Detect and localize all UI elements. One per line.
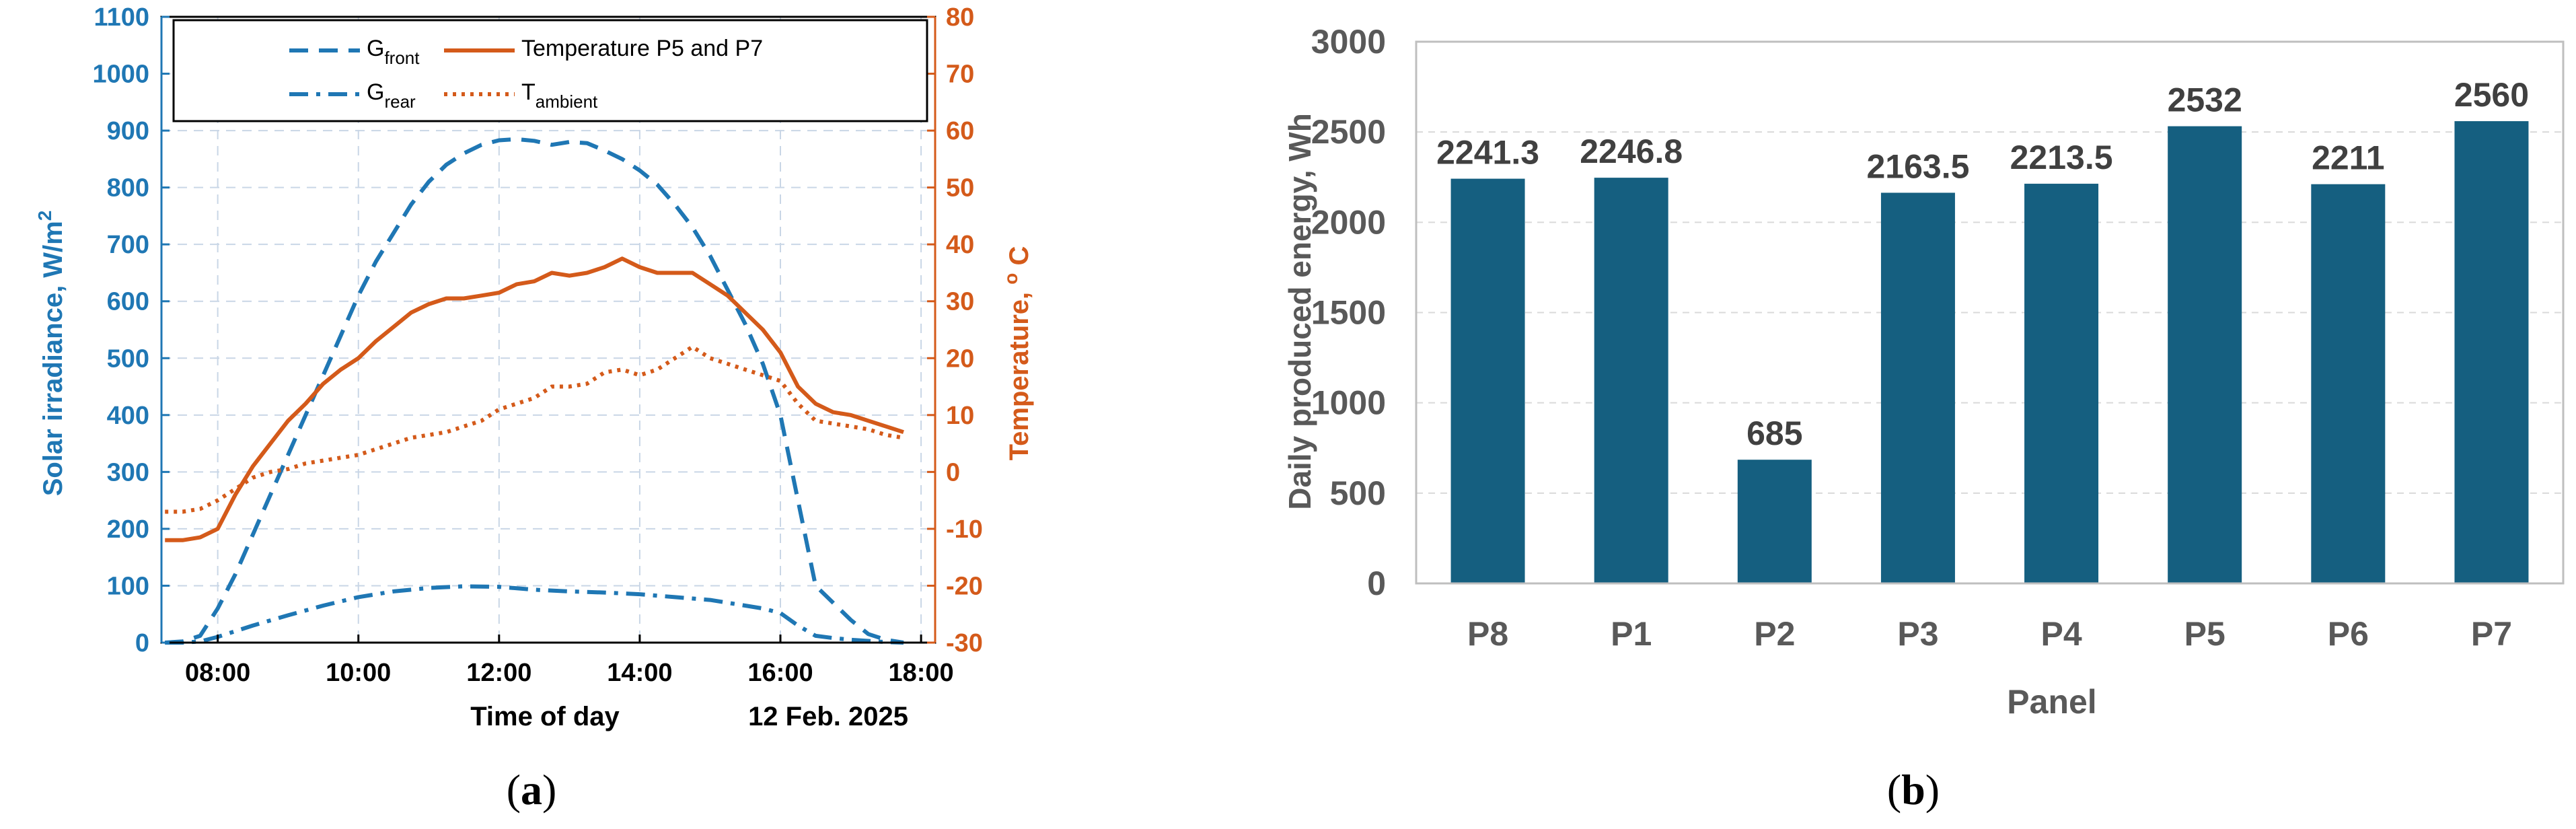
y-right-tick-label: 10 <box>946 402 974 430</box>
chart-b-x-title: Panel <box>2007 683 2096 721</box>
y-right-tick-label: -20 <box>946 572 983 600</box>
bar-value-label: 685 <box>1746 414 1802 452</box>
y-tick-label: 0 <box>135 629 149 657</box>
x-category-label: P7 <box>2471 615 2512 653</box>
bar-p2 <box>1737 460 1812 583</box>
y-tick-label: 700 <box>107 231 149 259</box>
bar-value-label: 2241.3 <box>1436 134 1539 172</box>
legend-label-g-rear: Grear <box>367 79 416 112</box>
bar-p7 <box>2454 121 2529 584</box>
y-right-tick-label: 20 <box>946 345 974 373</box>
chart-a-legend: Gfront Temperature P5 and P7 Grear Tambi… <box>172 19 928 122</box>
bar-value-label: 2163.5 <box>1866 147 1969 185</box>
x-category-label: P8 <box>1467 615 1508 653</box>
bar-value-label: 2211 <box>2312 139 2384 177</box>
x-tick-label: 18:00 <box>888 659 953 687</box>
legend-label-t-ambient: Tambient <box>521 79 598 112</box>
bar-p3 <box>1880 192 1955 584</box>
x-tick-label: 12:00 <box>466 659 531 687</box>
y-right-tick-label: 80 <box>946 3 974 32</box>
y-tick-label: 1500 <box>1311 294 1386 332</box>
y-tick-label: 500 <box>107 345 149 373</box>
y-right-tick-label: 50 <box>946 174 974 203</box>
y-right-tick-label: 30 <box>946 288 974 316</box>
chart-b-panel-label: (b) <box>1887 766 1940 814</box>
y-tick-label: 3000 <box>1311 23 1386 61</box>
chart-b-grid <box>1416 131 2563 494</box>
y-tick-label: 100 <box>107 572 149 600</box>
chart-a-x-title: Time of day <box>470 702 620 731</box>
y-tick-label: 300 <box>107 458 149 486</box>
x-category-label: P4 <box>2040 615 2082 653</box>
y-right-tick-label: 0 <box>946 458 960 486</box>
x-tick-label: 16:00 <box>747 659 813 687</box>
bar-p5 <box>2168 126 2242 583</box>
bar-p6 <box>2311 184 2386 584</box>
y-tick-label: 400 <box>107 402 149 430</box>
x-category-label: P1 <box>1611 615 1652 653</box>
y-right-tick-label: 60 <box>946 117 974 145</box>
y-tick-label: 200 <box>107 515 149 544</box>
y-tick-label: 1000 <box>92 61 149 89</box>
series-t-ambient <box>165 345 904 514</box>
bar-value-label: 2213.5 <box>2010 139 2113 176</box>
x-tick-label: 08:00 <box>185 659 250 687</box>
x-category-label: P3 <box>1897 615 1938 653</box>
y-tick-label: 900 <box>107 117 149 145</box>
chart-b-y-axis: 0 500 1000 1500 2000 2500 3000 <box>1311 23 1386 602</box>
chart-a-x-axis: 08:00 10:00 12:00 14:00 16:00 18:00 <box>185 635 954 687</box>
bar-p8 <box>1450 178 1525 584</box>
series-g-front <box>165 137 904 645</box>
x-category-label: P6 <box>2328 615 2369 653</box>
y-tick-label: 0 <box>1367 565 1386 602</box>
chart-a-series <box>165 137 904 645</box>
x-category-label: P2 <box>1754 615 1795 653</box>
legend-label-temperature-p5-p7: Temperature P5 and P7 <box>521 36 763 61</box>
chart-a-y-right-title: Temperature, o C <box>1000 246 1034 461</box>
y-tick-label: 1100 <box>94 3 149 32</box>
y-right-tick-label: 70 <box>946 61 974 89</box>
x-tick-label: 10:00 <box>326 659 391 687</box>
series-g-rear <box>165 584 904 645</box>
y-right-tick-label: -30 <box>946 629 983 657</box>
y-tick-label: 1000 <box>1311 384 1386 422</box>
bar-value-label: 2560 <box>2454 76 2529 114</box>
y-tick-label: 2500 <box>1311 113 1386 151</box>
chart-a-right-axis: -30 -20 -10 0 10 20 30 40 50 60 70 80 <box>927 3 983 657</box>
chart-b-bars: 2241.3 2246.8 685 2163.5 2213.5 2532 2211 2560 <box>1436 76 2529 584</box>
chart-b-x-axis: P8 P1 P2 P3 P4 P5 P6 P7 <box>1467 615 2512 653</box>
y-tick-label: 2000 <box>1311 203 1386 241</box>
bar-p4 <box>2024 184 2099 583</box>
y-tick-label: 500 <box>1330 474 1386 512</box>
y-right-tick-label: -10 <box>946 515 983 544</box>
y-tick-label: 600 <box>107 288 149 316</box>
y-tick-label: 800 <box>107 174 149 203</box>
x-tick-label: 14:00 <box>607 659 672 687</box>
legend-label-g-front: Gfront <box>367 36 420 68</box>
bar-value-label: 2246.8 <box>1580 133 1683 170</box>
chart-b-plot-frame <box>1415 40 2565 585</box>
chart-a-y-left-title: Solar irradiance, W/m2 <box>34 211 68 497</box>
series-temperature-p5-p7 <box>165 256 904 542</box>
chart-a-left-axis: 0 100 200 300 400 500 600 700 800 900 1000 1100 <box>92 3 170 657</box>
chart-a-panel-label: (a) <box>507 766 557 814</box>
legend-box <box>172 19 928 122</box>
bar-p1 <box>1594 178 1668 584</box>
chart-a-date-label: 12 Feb. 2025 <box>748 702 908 731</box>
y-right-tick-label: 40 <box>946 231 974 259</box>
x-category-label: P5 <box>2184 615 2225 653</box>
bar-value-label: 2532 <box>2168 81 2242 119</box>
chart-b-y-title: Daily produced energy, Wh <box>1282 113 1317 510</box>
